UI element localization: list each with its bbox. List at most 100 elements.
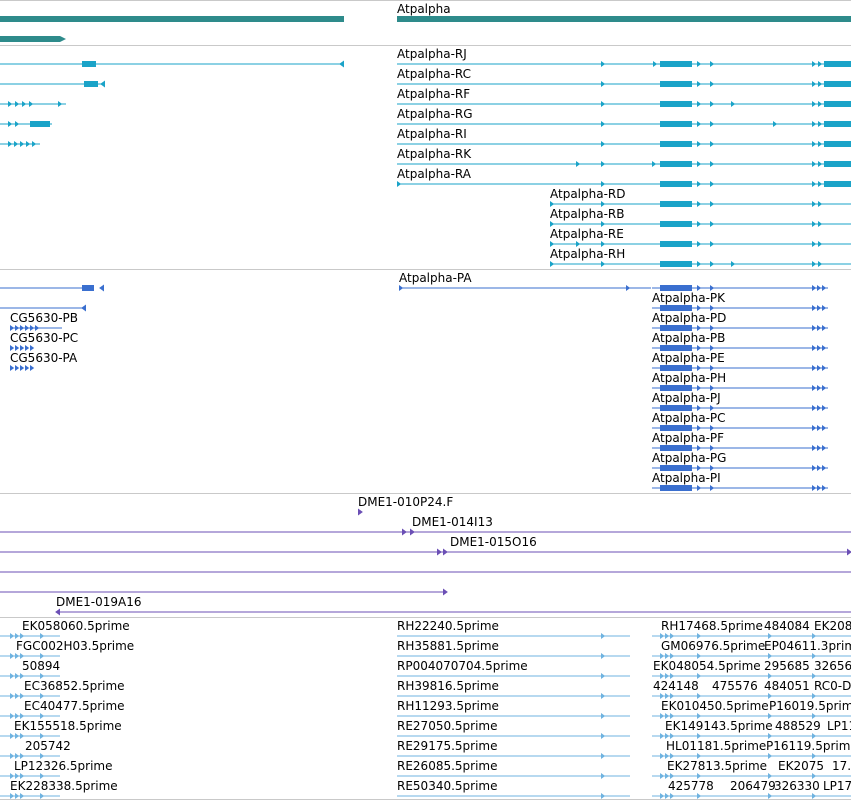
est-label[interactable]: EK155518.5prime bbox=[14, 719, 122, 733]
est-label[interactable]: EK2075 bbox=[778, 759, 824, 773]
transcript-label[interactable]: Atpalpha-RK bbox=[397, 147, 472, 161]
est-label[interactable]: 424148 bbox=[653, 679, 699, 693]
strand-arrow bbox=[818, 61, 823, 67]
est-label[interactable]: 295685 bbox=[764, 659, 810, 673]
strand-arrow bbox=[817, 285, 822, 291]
est-label[interactable]: RE26085.5prime bbox=[397, 759, 498, 773]
est-label[interactable]: EK208 bbox=[814, 619, 851, 633]
strand-arrow bbox=[410, 528, 415, 536]
est-label[interactable]: EK058060.5prime bbox=[22, 619, 130, 633]
est-label[interactable]: 50894 bbox=[22, 659, 61, 673]
est-label[interactable]: RC0-D bbox=[814, 679, 851, 693]
strand-arrow bbox=[402, 528, 407, 536]
est-label[interactable]: 425778 bbox=[668, 779, 714, 793]
protein-label[interactable]: Atpalpha-PD bbox=[652, 311, 727, 325]
est-label[interactable]: 484051 bbox=[764, 679, 810, 693]
est-label[interactable]: EK27813.5prime bbox=[667, 759, 768, 773]
transcript-label[interactable]: Atpalpha-RB bbox=[550, 207, 625, 221]
strand-arrow bbox=[818, 221, 823, 227]
strand-arrow bbox=[812, 81, 817, 87]
transcript-label[interactable]: Atpalpha-RD bbox=[550, 187, 626, 201]
est-label[interactable]: EP04611.3prime bbox=[764, 639, 851, 653]
strand-arrow bbox=[665, 753, 670, 759]
transcript-label[interactable]: Atpalpha-RJ bbox=[397, 47, 467, 61]
est-label[interactable]: RP004070704.5prime bbox=[397, 659, 528, 673]
est-label[interactable]: P16019.5prime bbox=[769, 699, 851, 713]
est-label[interactable]: RH39816.5prime bbox=[397, 679, 499, 693]
clone-label[interactable]: DME1-010P24.F bbox=[358, 495, 454, 509]
est-label[interactable]: 32656 bbox=[814, 659, 851, 673]
est-label[interactable]: RH35881.5prime bbox=[397, 639, 499, 653]
transcript-label[interactable]: Atpalpha-RF bbox=[397, 87, 471, 101]
transcript-label[interactable]: Atpalpha-RG bbox=[397, 107, 473, 121]
strand-arrow bbox=[812, 261, 817, 267]
protein-label[interactable]: Atpalpha-PH bbox=[652, 371, 727, 385]
protein-label[interactable]: CG5630-PB bbox=[10, 311, 79, 325]
strand-arrow bbox=[30, 325, 35, 331]
est-label[interactable]: RH11293.5prime bbox=[397, 699, 499, 713]
est-label[interactable]: P16119.5prime bbox=[766, 739, 851, 753]
gene-label[interactable]: Atpalpha bbox=[397, 2, 451, 16]
est-label[interactable]: RH17468.5prime bbox=[661, 619, 763, 633]
est-label[interactable]: RE27050.5prime bbox=[397, 719, 498, 733]
protein-label[interactable]: CG5630-PC bbox=[10, 331, 79, 345]
est-label[interactable]: LP17 bbox=[823, 779, 851, 793]
strand-arrow bbox=[14, 141, 19, 147]
strand-arrow bbox=[818, 161, 823, 167]
est-label[interactable]: 205742 bbox=[25, 739, 71, 753]
protein-label[interactable]: Atpalpha-PI bbox=[652, 471, 721, 485]
est-label[interactable]: LP12326.5prime bbox=[14, 759, 113, 773]
protein-label[interactable]: Atpalpha-PK bbox=[652, 291, 726, 305]
est-label[interactable]: 488529 bbox=[775, 719, 821, 733]
strand-arrow bbox=[697, 713, 702, 719]
est-label[interactable]: FGC002H03.5prime bbox=[16, 639, 135, 653]
clone-label[interactable]: DME1-015O16 bbox=[450, 535, 537, 549]
clone-label[interactable]: DME1-019A16 bbox=[56, 595, 142, 609]
protein-label[interactable]: Atpalpha-PJ bbox=[652, 391, 721, 405]
strand-arrow bbox=[10, 793, 15, 799]
protein-label[interactable]: Atpalpha-PG bbox=[652, 451, 727, 465]
transcript-label[interactable]: Atpalpha-RI bbox=[397, 127, 467, 141]
protein-label[interactable]: Atpalpha-PB bbox=[652, 331, 726, 345]
est-label[interactable]: EK010450.5prime bbox=[661, 699, 769, 713]
est-label[interactable]: EK048054.5prime bbox=[653, 659, 761, 673]
protein-label[interactable]: CG5630-PA bbox=[10, 351, 78, 365]
est-label[interactable]: HL01181.5prime bbox=[666, 739, 767, 753]
clone-label[interactable]: DME1-014I13 bbox=[412, 515, 493, 529]
strand-arrow bbox=[731, 101, 736, 107]
est-label[interactable]: EC36852.5prime bbox=[24, 679, 125, 693]
strand-arrow bbox=[10, 773, 15, 779]
strand-arrow bbox=[697, 733, 702, 739]
strand-arrow bbox=[660, 733, 665, 739]
est-label[interactable]: 326330 bbox=[774, 779, 820, 793]
est-label[interactable]: 484084 bbox=[764, 619, 810, 633]
transcript-label[interactable]: Atpalpha-RH bbox=[550, 247, 626, 261]
strand-arrow bbox=[812, 753, 817, 759]
est-label[interactable]: 206479 bbox=[730, 779, 776, 793]
protein-label[interactable]: Atpalpha-PC bbox=[652, 411, 726, 425]
strand-arrow bbox=[20, 141, 25, 147]
transcript-label[interactable]: Atpalpha-RA bbox=[397, 167, 471, 181]
strand-arrow bbox=[818, 201, 823, 207]
exon-block bbox=[660, 465, 692, 471]
est-label[interactable]: RH22240.5prime bbox=[397, 619, 499, 633]
transcript-label[interactable]: Atpalpha-RE bbox=[550, 227, 624, 241]
est-label[interactable]: 475576 bbox=[712, 679, 758, 693]
strand-arrow bbox=[670, 793, 675, 799]
transcript-label[interactable]: Atpalpha-RC bbox=[397, 67, 472, 81]
est-label[interactable]: EC40477.5prime bbox=[24, 699, 125, 713]
est-label[interactable]: EK228338.5prime bbox=[10, 779, 118, 793]
est-label[interactable]: RE50340.5prime bbox=[397, 779, 498, 793]
protein-label[interactable]: Atpalpha-PA bbox=[399, 271, 472, 285]
est-label[interactable]: 17.5 bbox=[832, 759, 851, 773]
track-divider bbox=[0, 617, 851, 618]
est-label[interactable]: RE29175.5prime bbox=[397, 739, 498, 753]
protein-label[interactable]: Atpalpha-PE bbox=[652, 351, 725, 365]
est-label[interactable]: LP11 bbox=[827, 719, 851, 733]
est-label[interactable]: GM06976.5prime bbox=[661, 639, 766, 653]
strand-arrow bbox=[40, 753, 45, 759]
est-label[interactable]: EK149143.5prime bbox=[665, 719, 773, 733]
protein-label[interactable]: Atpalpha-PF bbox=[652, 431, 725, 445]
strand-arrow bbox=[710, 221, 715, 227]
strand-arrow bbox=[710, 81, 715, 87]
